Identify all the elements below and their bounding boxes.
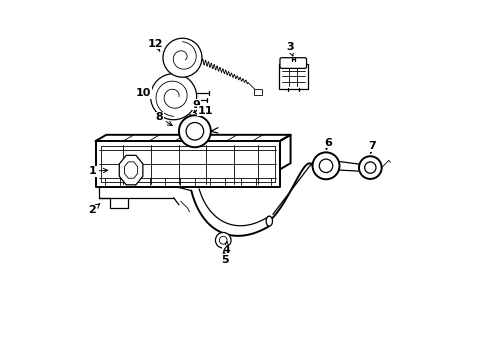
Ellipse shape [265, 216, 272, 226]
Text: 11: 11 [193, 106, 213, 116]
Text: 1: 1 [88, 166, 107, 176]
Polygon shape [119, 155, 142, 185]
Text: 10: 10 [136, 88, 151, 98]
Text: 9: 9 [192, 100, 200, 113]
FancyBboxPatch shape [279, 58, 306, 68]
Circle shape [179, 115, 210, 147]
Circle shape [358, 156, 381, 179]
Text: 8: 8 [155, 112, 172, 126]
FancyBboxPatch shape [254, 89, 262, 95]
FancyBboxPatch shape [278, 64, 307, 89]
Circle shape [215, 233, 230, 248]
Text: 12: 12 [148, 39, 163, 51]
Circle shape [312, 152, 339, 179]
Text: 7: 7 [367, 141, 375, 153]
Text: 3: 3 [285, 42, 293, 56]
Text: 4: 4 [223, 242, 230, 255]
Text: 2: 2 [88, 204, 100, 215]
Circle shape [163, 38, 202, 77]
Text: 6: 6 [323, 138, 331, 149]
Text: 5: 5 [221, 251, 228, 265]
Circle shape [150, 74, 196, 120]
